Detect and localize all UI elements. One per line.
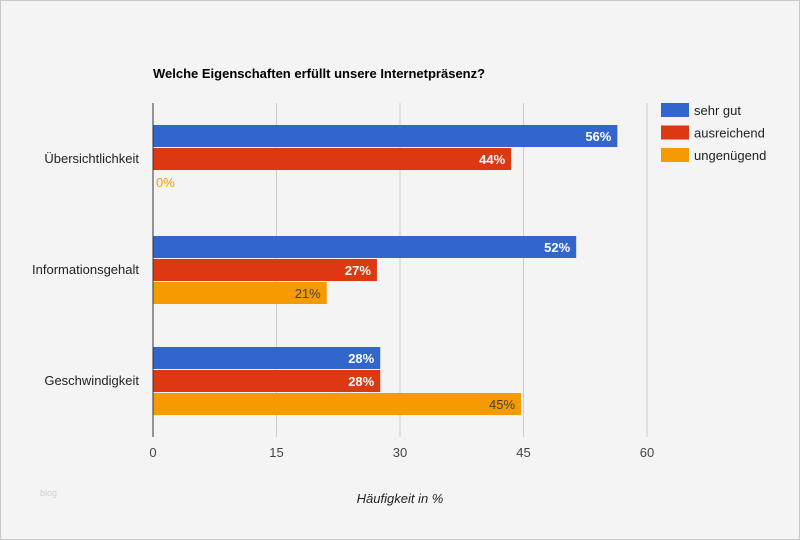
- legend-label: sehr gut: [694, 103, 741, 118]
- bar-sehr-gut: [153, 125, 618, 147]
- bar-sehr-gut: [153, 347, 381, 369]
- category-label: Geschwindigkeit: [44, 373, 139, 388]
- x-tick-label: 0: [149, 445, 156, 460]
- data-label: 0%: [156, 175, 175, 190]
- x-tick-label: 45: [516, 445, 530, 460]
- bar-ausreichend: [153, 148, 512, 170]
- legend-label: ungenügend: [694, 148, 766, 163]
- data-label: 28%: [348, 351, 374, 366]
- x-tick-label: 60: [640, 445, 654, 460]
- x-tick-label: 30: [393, 445, 407, 460]
- category-label: Übersichtlichkeit: [44, 151, 139, 166]
- data-label: 45%: [489, 397, 515, 412]
- chart-title: Welche Eigenschaften erfüllt unsere Inte…: [153, 66, 485, 81]
- bar-sehr-gut: [153, 236, 577, 258]
- bar-ausreichend: [153, 370, 381, 392]
- legend-label: ausreichend: [694, 126, 765, 141]
- x-tick-label: 15: [269, 445, 283, 460]
- data-label: 52%: [544, 240, 570, 255]
- data-label: 27%: [345, 263, 371, 278]
- data-label: 56%: [585, 129, 611, 144]
- legend-swatch: [661, 148, 689, 162]
- data-label: 21%: [295, 286, 321, 301]
- bar-ausreichend: [153, 259, 377, 281]
- x-axis-title: Häufigkeit in %: [357, 491, 444, 506]
- category-label: Informationsgehalt: [32, 262, 139, 277]
- data-label: 28%: [348, 374, 374, 389]
- bar-ungenügend: [153, 393, 522, 415]
- legend-swatch: [661, 125, 689, 140]
- bar-ungenügend: [153, 282, 327, 304]
- data-label: 44%: [479, 152, 505, 167]
- legend-swatch: [661, 103, 689, 117]
- watermark: blog: [40, 488, 58, 498]
